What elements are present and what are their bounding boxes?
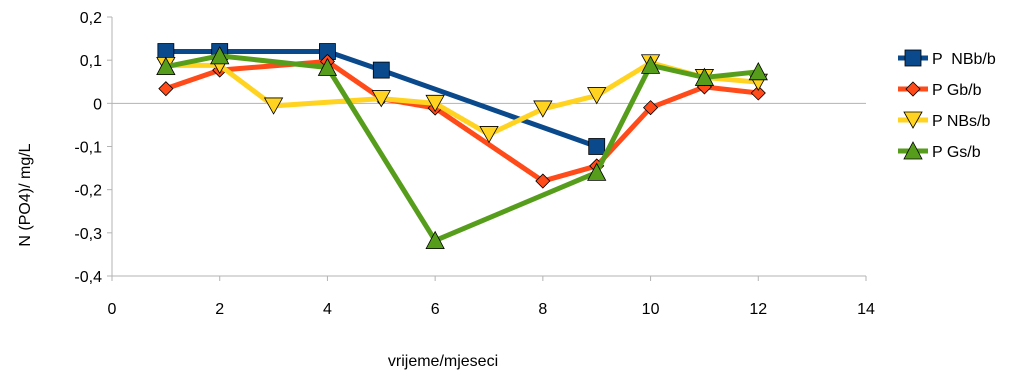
- axes: -0,4 -0,3 -0,2 -0,1 0 0,1 0,2 0 2 4 6 8 10 12 14: [74, 10, 875, 318]
- triangle-up-marker: [317, 57, 338, 76]
- y-axis-title: N (PO4)/ mg/L: [17, 143, 34, 246]
- triangle-up-marker: [640, 55, 661, 74]
- diamond-marker: [750, 85, 766, 101]
- triangle-down-marker: [587, 87, 607, 105]
- y-tick-label: -0,4: [74, 269, 102, 286]
- triangle-up-marker: [587, 162, 607, 181]
- diamond-marker: [535, 173, 551, 189]
- x-tick-label: 8: [538, 301, 547, 318]
- triangle-down-marker: [425, 94, 445, 113]
- x-tick-label: 12: [749, 301, 767, 318]
- square-marker: [372, 61, 390, 79]
- series-group: [156, 43, 768, 250]
- legend-triangle-down-marker: [903, 111, 923, 129]
- legend: P NBb/b P Gb/b P NBs/b P Gs/b: [898, 49, 996, 161]
- triangle-up-marker: [156, 56, 176, 76]
- triangle-up-marker: [694, 67, 715, 86]
- triangle-up-marker: [425, 230, 445, 250]
- series-4: [156, 45, 768, 250]
- legend-label: P Gb/b: [932, 82, 982, 99]
- x-tick-label: 10: [642, 301, 660, 318]
- legend-diamond-marker: [905, 81, 921, 97]
- triangle-down-marker: [263, 97, 284, 115]
- y-tick-label: 0: [93, 96, 102, 113]
- triangle-up-marker: [210, 45, 230, 65]
- y-tick-label: -0,3: [74, 226, 102, 243]
- triangle-down-marker: [371, 90, 391, 108]
- series-line: [163, 58, 761, 184]
- triangle-down-marker: [533, 100, 553, 118]
- legend-item: P NBb/b: [898, 49, 996, 68]
- x-tick-label: 2: [215, 301, 224, 318]
- legend-triangle-up-marker: [903, 141, 923, 160]
- legend-label: P NBs/b: [932, 113, 991, 130]
- legend-item: P Gb/b: [898, 81, 982, 99]
- series-line: [163, 53, 761, 244]
- diamond-marker: [158, 81, 174, 97]
- y-tick-label: 0,2: [80, 10, 102, 27]
- y-tick-label: -0,2: [74, 183, 102, 200]
- y-tick-label: -0,1: [74, 140, 102, 157]
- x-axis-title: vrijeme/mjeseci: [388, 353, 498, 370]
- x-tick-label: 14: [857, 301, 875, 318]
- legend-square-marker: [904, 49, 922, 67]
- x-tick-label: 0: [108, 301, 117, 318]
- legend-label: P Gs/b: [932, 144, 981, 161]
- diamond-marker: [643, 100, 659, 116]
- triangle-down-marker: [479, 126, 499, 144]
- triangle-up-marker: [748, 61, 768, 81]
- legend-item: P NBs/b: [898, 111, 991, 130]
- legend-item: P Gs/b: [898, 141, 981, 161]
- legend-label: P NBb/b: [932, 51, 996, 68]
- x-tick-label: 4: [323, 301, 332, 318]
- x-tick-label: 6: [431, 301, 440, 318]
- y-tick-label: 0,1: [80, 53, 102, 70]
- square-marker: [588, 138, 606, 155]
